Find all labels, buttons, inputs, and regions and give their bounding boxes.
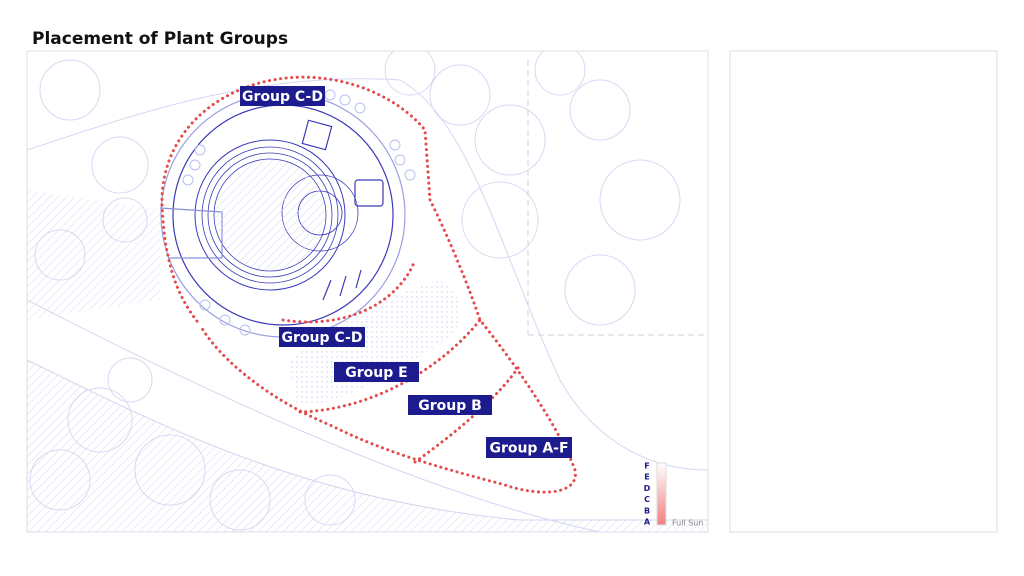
page-title: Placement of Plant Groups	[32, 29, 288, 49]
label-box	[486, 437, 572, 458]
side-panel	[729, 50, 998, 533]
group-label: Group E	[345, 365, 407, 381]
legend-caption: Full Sun	[672, 519, 703, 528]
legend-gradient	[656, 462, 667, 526]
group-label: Group B	[418, 398, 482, 414]
site-plan	[27, 51, 708, 532]
group-labels: Group C-D Group C-D Group E Group B Group A-…	[240, 86, 572, 458]
label-box	[408, 395, 492, 415]
legend-letter: F	[644, 462, 649, 471]
group-label: Group C-D	[282, 330, 363, 346]
label-box	[334, 362, 419, 382]
label-box	[279, 327, 365, 347]
legend-letter: B	[644, 506, 650, 515]
legend-letter: D	[644, 484, 651, 493]
legend-letter: C	[644, 495, 650, 504]
group-label: Group A-F	[489, 441, 568, 457]
label-box	[240, 86, 325, 106]
legend-letter: E	[644, 473, 649, 482]
group-label: Group C-D	[242, 89, 323, 105]
legend-letter: A	[644, 518, 651, 527]
